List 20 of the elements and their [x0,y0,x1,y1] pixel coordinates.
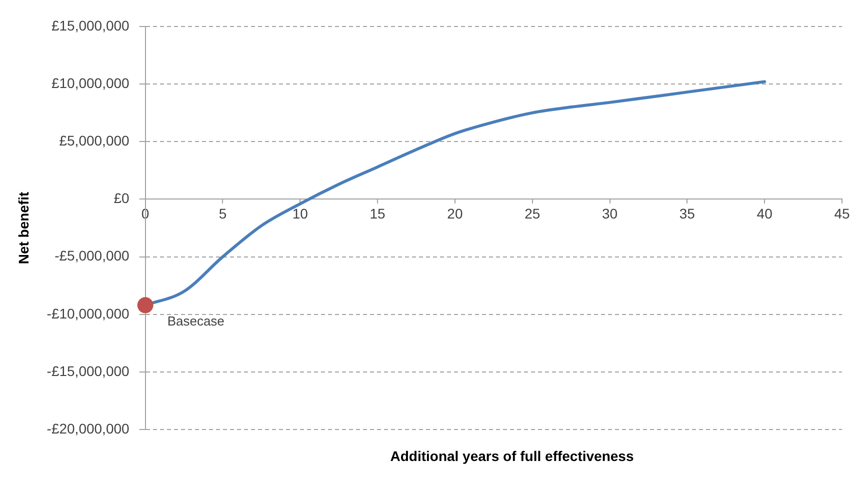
y-tick-label: £0 [114,190,130,206]
annotation: Basecase [167,313,224,328]
y-tick-label: -£20,000,000 [46,420,130,436]
x-tick-label: 40 [756,205,773,222]
y-tick-label: £10,000,000 [51,74,130,91]
y-axis-title: Net benefit [15,191,32,264]
y-tick-label: £5,000,000 [59,132,130,148]
x-tick-label: 5 [218,205,227,222]
x-tick-label: 45 [834,205,850,222]
y-tick-label: -£10,000,000 [46,305,130,322]
x-tick-label: 25 [524,205,540,222]
x-tick-label: 30 [602,205,618,222]
x-axis-title: Additional years of full effectiveness [389,448,635,464]
x-tick-label: 35 [679,205,696,222]
x-tick-label: 15 [370,205,386,222]
x-tick-label: 10 [292,205,308,222]
y-tick-label: -£15,000,000 [46,362,130,379]
x-tick-label: 20 [447,205,463,222]
y-tick-label: -£5,000,000 [54,248,130,264]
y-tick-label: £15,000,000 [51,17,130,34]
